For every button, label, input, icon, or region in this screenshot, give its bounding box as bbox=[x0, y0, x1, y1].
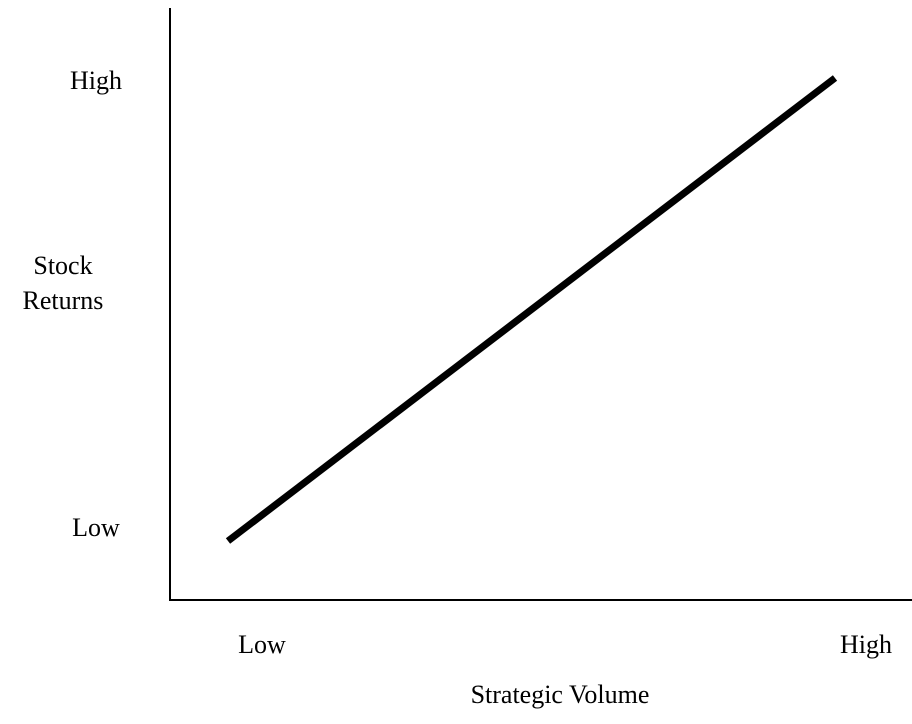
x-axis-label: Strategic Volume bbox=[471, 680, 650, 709]
y-axis-label: Stock bbox=[33, 251, 92, 280]
x-tick-label: High bbox=[840, 630, 892, 659]
x-tick-label: Low bbox=[238, 630, 286, 659]
y-axis-label: Returns bbox=[23, 286, 104, 315]
y-tick-label: Low bbox=[72, 513, 120, 542]
trend-line bbox=[225, 75, 838, 544]
y-tick-label: High bbox=[70, 66, 122, 95]
